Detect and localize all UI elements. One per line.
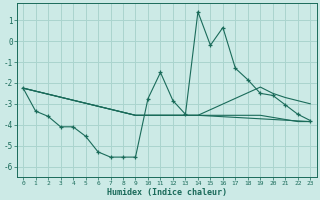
X-axis label: Humidex (Indice chaleur): Humidex (Indice chaleur) — [107, 188, 227, 197]
